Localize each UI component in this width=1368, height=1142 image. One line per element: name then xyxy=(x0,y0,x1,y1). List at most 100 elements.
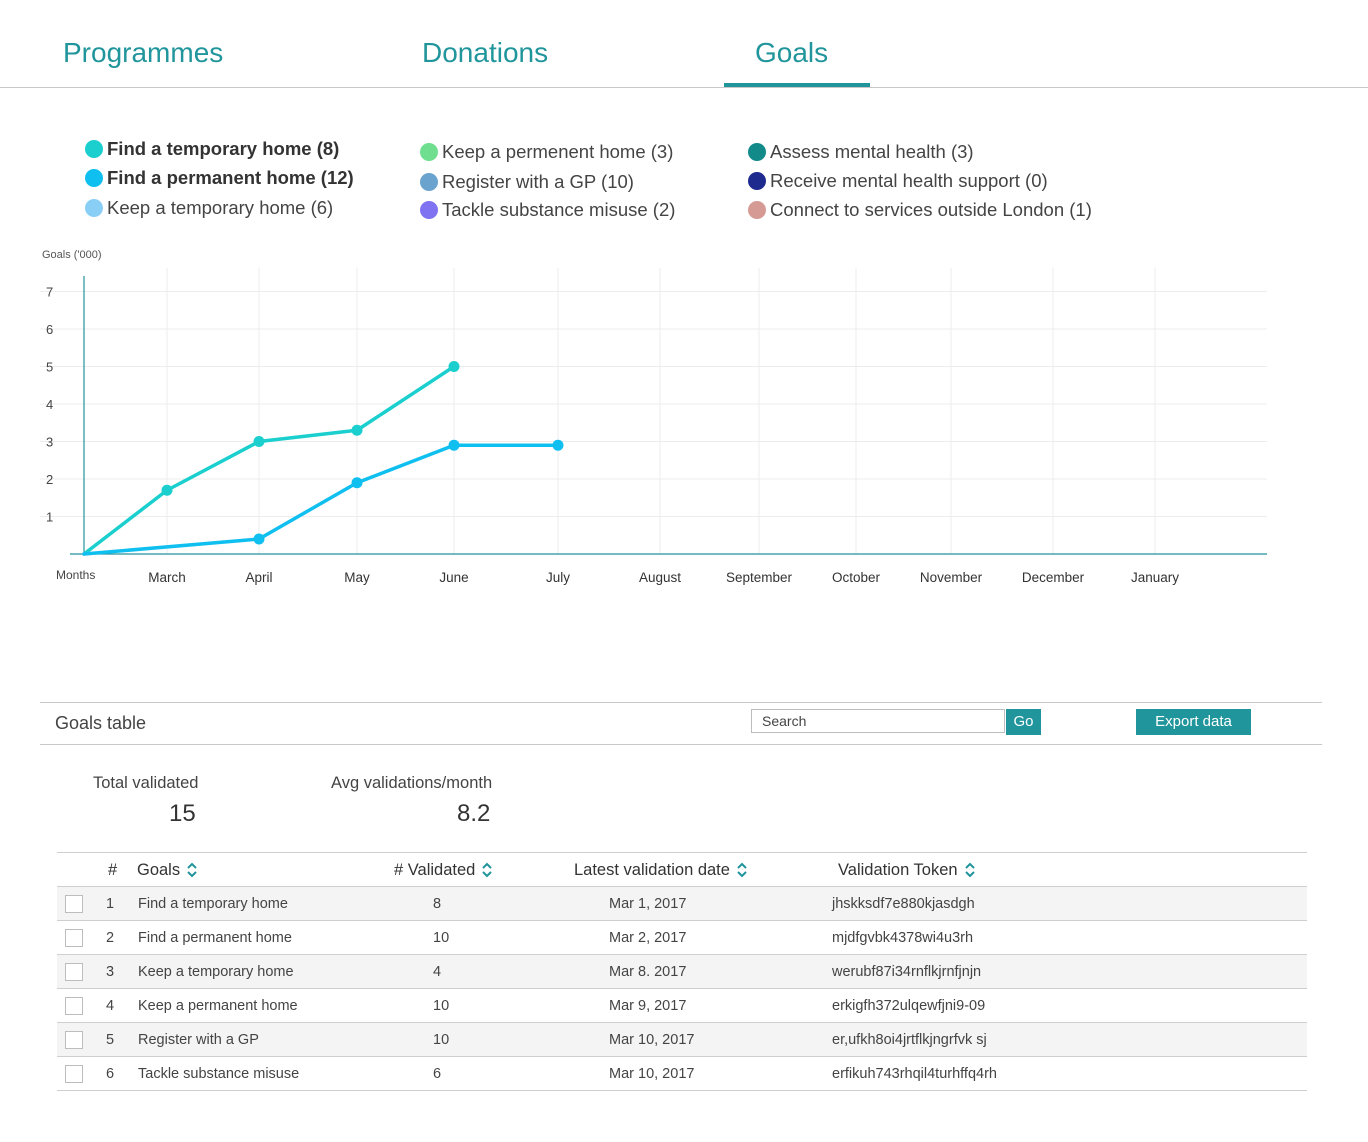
legend-item[interactable]: Keep a temporary home (6) xyxy=(85,197,333,219)
table-row[interactable]: 1 Find a temporary home 8 Mar 1, 2017 jhskks… xyxy=(57,887,1307,921)
search-input[interactable] xyxy=(751,709,1005,733)
active-tab-indicator xyxy=(724,83,870,87)
column-header-date[interactable]: Latest validation date xyxy=(574,861,748,880)
avg-validations-label: Avg validations/month xyxy=(331,774,493,792)
y-tick-label: 3 xyxy=(46,435,53,450)
row-number: 4 xyxy=(106,998,115,1014)
legend-item[interactable]: Find a permanent home (12) xyxy=(85,167,354,189)
legend-item[interactable]: Tackle substance misuse (2) xyxy=(420,199,675,221)
sort-icon[interactable] xyxy=(186,861,198,879)
legend-item[interactable]: Assess mental health (3) xyxy=(748,141,974,163)
row-goal: Keep a temporary home xyxy=(138,964,294,980)
row-validated-count: 6 xyxy=(433,1066,442,1082)
data-point xyxy=(161,484,173,496)
table-row[interactable]: 2 Find a permanent home 10 Mar 2, 2017 mjdfg… xyxy=(57,921,1307,955)
table-body: 1 Find a temporary home 8 Mar 1, 2017 jhskks… xyxy=(57,887,1307,1091)
data-point xyxy=(552,439,564,451)
y-tick-label: 7 xyxy=(46,285,53,300)
row-checkbox[interactable] xyxy=(65,1031,83,1049)
column-header-token[interactable]: Validation Token xyxy=(838,861,976,880)
data-point xyxy=(253,436,265,447)
tab-donations[interactable]: Donations xyxy=(422,37,549,68)
row-validation-token: er,ufkh8oi4jrtflkjngrfvk sj xyxy=(832,1032,987,1048)
export-data-button[interactable]: Export data xyxy=(1136,709,1251,735)
goals-table-toolbar: Goals table Go Export data xyxy=(40,702,1322,745)
avg-validations-value: 8.2 xyxy=(457,800,491,827)
x-tick-label: May xyxy=(344,570,370,585)
legend-item[interactable]: Keep a permenent home (3) xyxy=(420,141,673,163)
row-validation-date: Mar 10, 2017 xyxy=(609,1032,695,1048)
row-checkbox[interactable] xyxy=(65,963,83,981)
legend-label: Find a permanent home (12) xyxy=(107,167,354,188)
data-point xyxy=(351,424,363,436)
row-validated-count: 10 xyxy=(433,1032,450,1048)
row-number: 1 xyxy=(106,896,115,912)
column-header-number: # xyxy=(108,861,117,880)
row-checkbox[interactable] xyxy=(65,1065,83,1083)
row-number: 3 xyxy=(106,964,115,980)
row-goal: Find a permanent home xyxy=(138,930,292,946)
legend-item[interactable]: Find a temporary home (8) xyxy=(85,138,339,160)
row-number: 2 xyxy=(106,930,115,946)
legend-item[interactable]: Register with a GP (10) xyxy=(420,171,634,193)
row-validation-date: Mar 1, 2017 xyxy=(609,896,687,912)
legend-item[interactable]: Receive mental health support (0) xyxy=(748,170,1048,192)
table-row[interactable]: 6 Tackle substance misuse 6 Mar 10, 2017 erf… xyxy=(57,1057,1307,1091)
legend-label: Receive mental health support (0) xyxy=(770,170,1048,191)
tab-programmes[interactable]: Programmes xyxy=(63,37,224,68)
row-checkbox[interactable] xyxy=(65,895,83,913)
sort-icon[interactable] xyxy=(736,861,748,879)
x-tick-label: August xyxy=(639,570,681,585)
y-tick-label: 5 xyxy=(46,360,53,375)
row-number: 6 xyxy=(106,1066,115,1082)
total-validated-label: Total validated xyxy=(93,774,199,792)
x-tick-label: April xyxy=(245,570,272,585)
legend-dot-icon xyxy=(748,143,766,161)
go-button[interactable]: Go xyxy=(1006,709,1041,735)
legend-dot-icon xyxy=(85,199,103,217)
row-checkbox[interactable] xyxy=(65,929,83,947)
x-axis-label: Months xyxy=(56,568,95,582)
tab-bar: Programmes Donations Goals xyxy=(0,0,1368,88)
row-goal: Keep a permanent home xyxy=(138,998,298,1014)
row-validation-token: erkigfh372ulqewfjni9-09 xyxy=(832,998,986,1014)
x-tick-label: December xyxy=(1022,570,1085,585)
sort-icon[interactable] xyxy=(964,861,976,879)
x-tick-label: July xyxy=(546,570,570,585)
x-tick-label: June xyxy=(439,570,468,585)
y-tick-label: 6 xyxy=(46,322,53,337)
tab-goals[interactable]: Goals xyxy=(755,37,829,68)
table-row[interactable]: 5 Register with a GP 10 Mar 10, 2017 er,ufkh… xyxy=(57,1023,1307,1057)
legend-dot-icon xyxy=(748,172,766,190)
column-header-number-label: # xyxy=(108,861,118,879)
y-axis-label: Goals ('000) xyxy=(42,249,102,261)
legend-dot-icon xyxy=(420,143,438,161)
table-header-row: # Goals # Validated Latest validation da… xyxy=(57,852,1307,887)
column-header-date-label: Latest validation date xyxy=(574,861,730,879)
goals-table: # Goals # Validated Latest validation da… xyxy=(57,852,1307,1091)
column-header-validated-label: # Validated xyxy=(394,861,476,879)
row-goal: Tackle substance misuse xyxy=(138,1066,300,1082)
row-validation-date: Mar 2, 2017 xyxy=(609,930,687,946)
row-number: 5 xyxy=(106,1032,115,1048)
series-line xyxy=(82,364,456,556)
column-header-goals[interactable]: Goals xyxy=(137,861,198,880)
legend-dot-icon xyxy=(420,173,438,191)
column-header-validated[interactable]: # Validated xyxy=(394,861,493,880)
legend-item[interactable]: Connect to services outside London (1) xyxy=(748,199,1092,221)
y-tick-label: 4 xyxy=(46,397,53,412)
row-validated-count: 10 xyxy=(433,998,450,1014)
x-tick-label: September xyxy=(726,570,793,585)
row-validation-date: Mar 10, 2017 xyxy=(609,1066,695,1082)
column-header-goals-label: Goals xyxy=(137,861,181,879)
row-validation-token: mjdfgvbk4378wi4u3rh xyxy=(832,930,974,946)
row-validation-date: Mar 8. 2017 xyxy=(609,964,687,980)
row-checkbox[interactable] xyxy=(65,997,83,1015)
table-row[interactable]: 4 Keep a permanent home 10 Mar 9, 2017 erkig… xyxy=(57,989,1307,1023)
column-header-token-label: Validation Token xyxy=(838,861,958,879)
legend-dot-icon xyxy=(420,201,438,219)
data-point xyxy=(351,477,363,489)
table-row[interactable]: 3 Keep a temporary home 4 Mar 8. 2017 werubf… xyxy=(57,955,1307,989)
sort-icon[interactable] xyxy=(481,861,493,879)
legend-label: Connect to services outside London (1) xyxy=(770,199,1092,220)
